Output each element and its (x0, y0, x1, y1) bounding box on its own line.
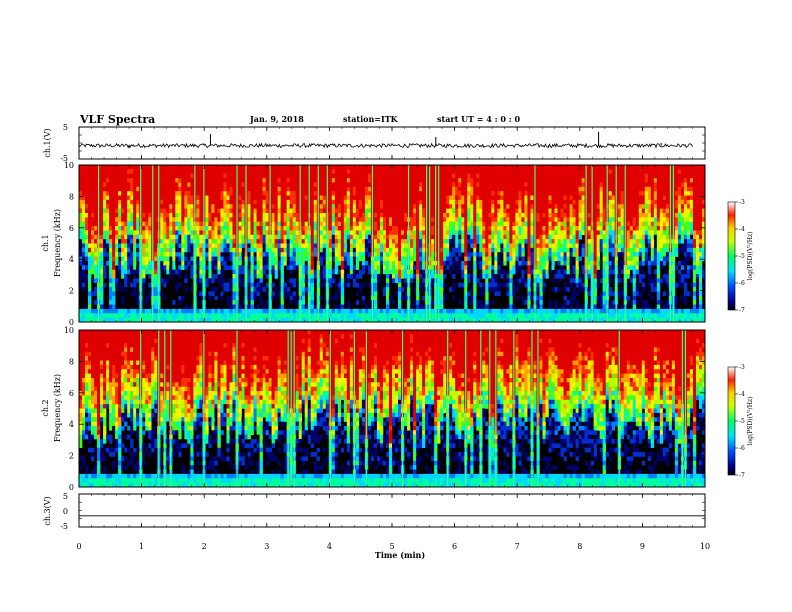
ch1-spectrogram-panel: 0 2 4 6 8 10 ch.1 Frequency (kHz) -3 -4 -5 -6 -7 … (41, 161, 754, 327)
ch1-waveform-frame (78, 126, 706, 160)
ch1-spectrogram-ylabel-frequency: Frequency (kHz) (53, 209, 62, 277)
ch1-spectrogram-ylabel-channel: ch.1 (41, 234, 50, 251)
time-tick-label: 4 (327, 542, 332, 551)
colorbar-tick-label: -5 (739, 418, 745, 425)
ch3-ytick-middle: 0 (63, 507, 68, 516)
ch1-colorbar: -3 -4 -5 -6 -7 log(PSD)(V²/Hz) (727, 199, 754, 314)
colorbar-tick-label: -3 (739, 199, 745, 206)
frequency-tick-label: 6 (69, 389, 74, 398)
time-tick-label: 6 (452, 542, 457, 551)
ch3-ytick-bottom: -5 (60, 522, 68, 531)
ch1-colorbar-label: log(PSD)(V²/Hz) (747, 232, 754, 281)
time-tick-label: 9 (640, 542, 645, 551)
chart-title: VLF Spectra (79, 113, 155, 126)
time-axis-label: Time (min) (375, 550, 425, 560)
frequency-tick-label: 6 (69, 224, 74, 233)
ch1-spectrogram-image (79, 165, 706, 323)
ch3-ytick-top: 5 (63, 492, 68, 501)
ch2-colorbar: -3 -4 -5 -6 -7 log(PSD)(V²/Hz) (727, 364, 754, 479)
start-time-label: start UT = 4 : 0 : 0 (437, 114, 520, 124)
ch2-spectrogram-ylabel-frequency: Frequency (kHz) (53, 374, 62, 442)
time-tick-label: 1 (139, 542, 144, 551)
frequency-tick-label: 4 (69, 255, 74, 264)
ch3-waveform-ylabel: ch.3(V) (43, 496, 52, 525)
colorbar-tick-label: -7 (739, 307, 745, 314)
ch1-ytick-top: 5 (63, 123, 68, 132)
ch2-colorbar-label: log(PSD)(V²/Hz) (747, 397, 754, 446)
ch3-waveform-panel: 5 -5 ch.3(V) (43, 492, 706, 531)
frequency-tick-label: 2 (69, 452, 74, 461)
colorbar-tick-label: -5 (739, 253, 745, 260)
colorbar-tick-label: -6 (739, 280, 745, 287)
time-axis: 0 1 2 3 4 5 6 7 8 9 100 (63, 126, 710, 551)
ch2-yticks: 0 2 4 6 8 10 (64, 326, 705, 492)
ch2-colorbar-ticks: -3 -4 -5 -6 -7 (735, 364, 745, 479)
ch1-colorbar-ticks: -3 -4 -5 -6 -7 (735, 199, 745, 314)
colorbar-tick-label: -6 (739, 445, 745, 452)
frequency-tick-label: 0 (69, 483, 74, 492)
time-tick-label: 10 (700, 542, 710, 551)
colorbar-tick-label: -7 (739, 472, 745, 479)
ch1-yticks: 0 2 4 6 8 10 (64, 161, 705, 327)
ch2-colorbar-gradient (727, 366, 736, 476)
time-tick-label: 5 (389, 542, 394, 551)
colorbar-tick-label: -3 (739, 364, 745, 371)
ch1-ytick-bottom: -5 (60, 154, 68, 163)
ch2-spectrogram-panel: 0 2 4 6 8 10 ch.2 Frequency (kHz) -3 -4 -5 -6 -7 … (41, 326, 754, 492)
time-tick-label: 0 (76, 542, 81, 551)
ch1-waveform-ylabel: ch.1(V) (43, 128, 52, 157)
colorbar-tick-label: -4 (739, 391, 745, 398)
frequency-tick-label: 8 (69, 192, 74, 201)
time-tick-label: 2 (202, 542, 207, 551)
time-tick-label: 3 (264, 542, 269, 551)
frequency-tick-label: 8 (69, 357, 74, 366)
frequency-tick-label: 2 (69, 287, 74, 296)
colorbar-tick-label: -4 (739, 226, 745, 233)
ch1-colorbar-gradient (727, 201, 736, 311)
frequency-tick-label: 10 (64, 326, 74, 335)
ch2-spectrogram-ylabel-channel: ch.2 (41, 399, 50, 416)
ch1-waveform-trace (78, 131, 693, 149)
time-tick-label: 8 (577, 542, 582, 551)
date-label: Jan. 9, 2018 (249, 114, 304, 124)
ch1-waveform-panel: 5 -5 ch.1(V) (43, 123, 706, 163)
time-tick-label: 7 (515, 542, 520, 551)
frequency-tick-label: 0 (69, 318, 74, 327)
frequency-tick-label: 4 (69, 420, 74, 429)
ch3-waveform-frame (78, 493, 706, 528)
waveform-line (78, 142, 693, 149)
station-label: station=ITK (343, 114, 399, 124)
ch2-spectrogram-image (79, 330, 706, 488)
frequency-tick-label: 10 (64, 161, 74, 170)
